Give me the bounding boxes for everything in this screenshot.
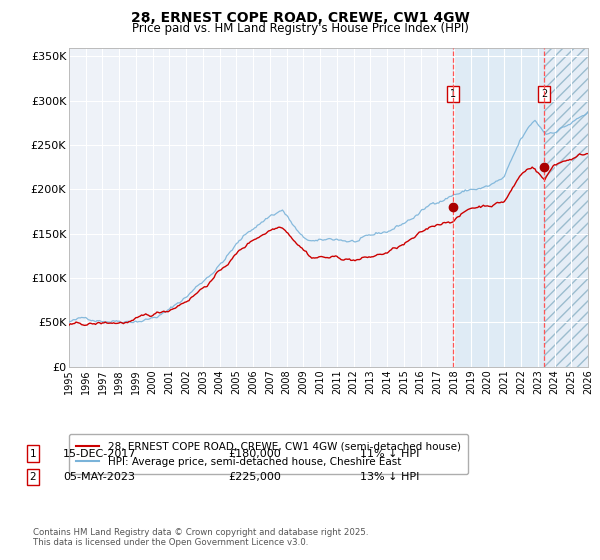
Legend: 28, ERNEST COPE ROAD, CREWE, CW1 4GW (semi-detached house), HPI: Average price, : 28, ERNEST COPE ROAD, CREWE, CW1 4GW (se…: [69, 434, 468, 474]
Text: 2: 2: [29, 472, 37, 482]
Text: £225,000: £225,000: [228, 472, 281, 482]
Text: £180,000: £180,000: [228, 449, 281, 459]
Text: 2: 2: [541, 89, 547, 99]
Text: 11% ↓ HPI: 11% ↓ HPI: [360, 449, 419, 459]
Text: 15-DEC-2017: 15-DEC-2017: [63, 449, 137, 459]
Bar: [544, 48, 596, 367]
Text: Contains HM Land Registry data © Crown copyright and database right 2025.
This d: Contains HM Land Registry data © Crown c…: [33, 528, 368, 547]
Text: 1: 1: [29, 449, 37, 459]
Bar: [454, 48, 544, 367]
Text: 1: 1: [450, 89, 457, 99]
Text: 05-MAY-2023: 05-MAY-2023: [63, 472, 135, 482]
Bar: [544, 48, 596, 367]
Text: 13% ↓ HPI: 13% ↓ HPI: [360, 472, 419, 482]
Text: Price paid vs. HM Land Registry's House Price Index (HPI): Price paid vs. HM Land Registry's House …: [131, 22, 469, 35]
Text: 28, ERNEST COPE ROAD, CREWE, CW1 4GW: 28, ERNEST COPE ROAD, CREWE, CW1 4GW: [131, 11, 469, 25]
